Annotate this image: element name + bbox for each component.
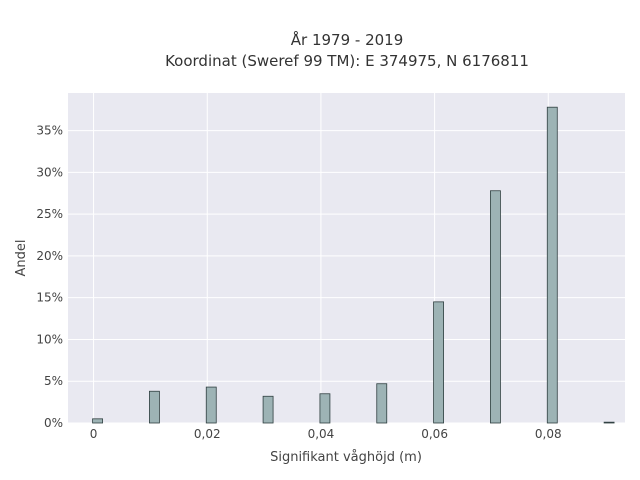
bar bbox=[433, 301, 444, 424]
y-tick-label: 10% bbox=[36, 332, 63, 346]
bar bbox=[262, 395, 274, 424]
y-tick-label: 0% bbox=[44, 416, 63, 430]
chart-title-line2: Koordinat (Sweref 99 TM): E 374975, N 61… bbox=[165, 52, 529, 70]
bar bbox=[546, 106, 558, 424]
x-axis-label: Signifikant våghöjd (m) bbox=[270, 450, 422, 465]
x-tick-labels: 0 0,02 0,04 0,06 0,08 bbox=[90, 427, 562, 441]
y-tick-label: 35% bbox=[36, 124, 63, 138]
bar bbox=[319, 393, 331, 424]
bar bbox=[603, 421, 615, 424]
plot-area bbox=[68, 93, 625, 423]
y-tick-label: 5% bbox=[44, 374, 63, 388]
x-tick-label: 0,08 bbox=[535, 427, 562, 441]
y-tick-label: 15% bbox=[36, 291, 63, 305]
chart-title-line1: År 1979 - 2019 bbox=[291, 30, 404, 49]
y-tick-label: 25% bbox=[36, 207, 63, 221]
x-tick-label: 0,02 bbox=[194, 427, 221, 441]
bar bbox=[376, 383, 388, 424]
bars bbox=[92, 106, 615, 424]
x-tick-label: 0,06 bbox=[421, 427, 448, 441]
x-tick-label: 0 bbox=[90, 427, 98, 441]
bar bbox=[92, 418, 103, 424]
bar bbox=[205, 386, 217, 424]
y-tick-label: 20% bbox=[36, 249, 63, 263]
bar bbox=[149, 390, 160, 424]
x-tick-label: 0,04 bbox=[308, 427, 335, 441]
y-axis-label: Andel bbox=[14, 240, 29, 277]
y-tick-labels: 0% 5% 10% 15% 20% 25% 30% 35% bbox=[36, 124, 63, 430]
y-tick-label: 30% bbox=[36, 165, 63, 179]
bar bbox=[490, 190, 501, 424]
